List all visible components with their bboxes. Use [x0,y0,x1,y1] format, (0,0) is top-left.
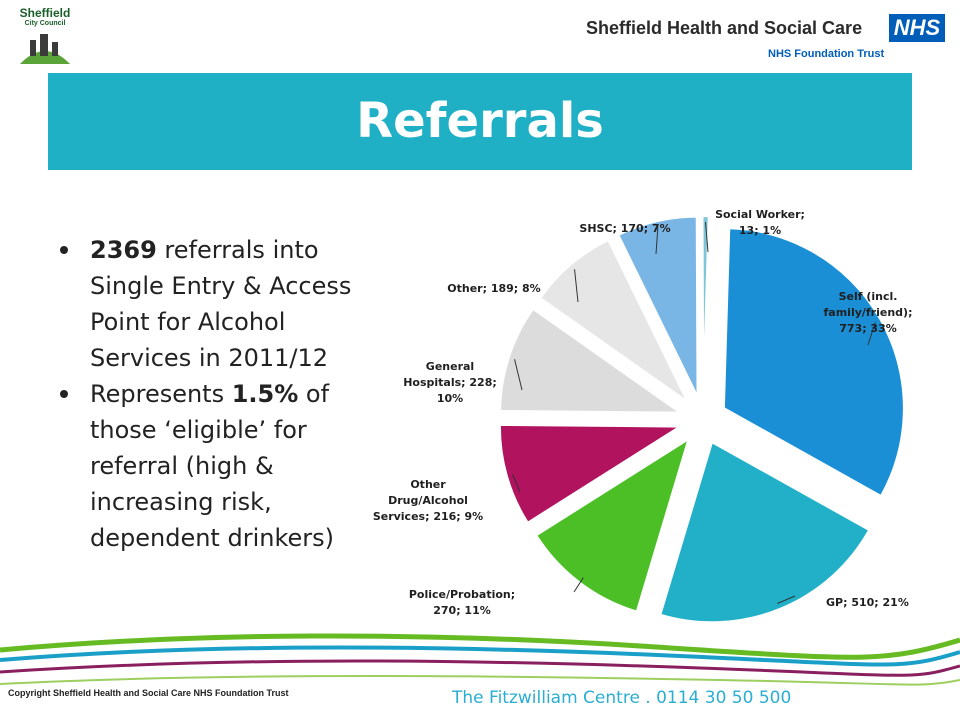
copyright-text: Copyright Sheffield Health and Social Ca… [8,688,289,698]
bullet-pre: Represents [90,380,232,408]
bullet-bold: 1.5% [231,380,299,408]
bullet-dot-icon [60,390,68,398]
bullet-list: 2369 referrals into Single Entry & Acces… [60,232,370,556]
pie-slice-shsc [617,215,699,398]
leader-line [574,269,579,303]
logo-left-sub: City Council [24,20,66,27]
sheffield-city-council-logo: Sheffield City Council [8,6,82,66]
leader-line [655,227,659,255]
data-label: Social Worker; 13; 1% [715,208,805,237]
data-label: Other; 189; 8% [447,282,540,295]
data-label: Self (incl. family/friend); 773; 33% [824,290,913,335]
data-label: Other Drug/Alcohol Services; 216; 9% [373,478,483,523]
title-banner: Referrals [48,73,912,170]
page-title: Referrals [356,93,604,149]
pie-slice-social-worker [701,215,710,397]
logo-left-name: Sheffield [19,6,71,20]
bullet-text: referrals into Single Entry & Access Poi… [90,236,352,372]
bullet-item-represents: Represents 1.5% of those ‘eligible’ for … [60,376,370,556]
bullet-item-referrals: 2369 referrals into Single Entry & Acces… [60,232,370,376]
pie-slice-other [538,238,689,403]
trust-name: NHS Foundation Trust [768,48,885,60]
nhs-logo: NHS [889,14,945,42]
pie-slice-gp [659,440,871,624]
org-name: Sheffield Health and Social Care [586,18,863,38]
bullet-text: of those ‘eligible’ for referral (high &… [90,380,334,552]
leader-line [777,595,796,604]
data-label: SHSC; 170; 7% [579,222,670,235]
pie-slice-other-drug-alcohol-services [498,423,684,525]
data-label: GP; 510; 21% [826,596,909,609]
city-skyline-icon [20,34,70,64]
leader-line [514,359,523,391]
leader-line [573,577,584,593]
data-label: General Hospitals; 228; 10% [403,360,497,405]
footer-contact: The Fitzwilliam Centre . 0114 30 50 500 [452,688,792,708]
leader-line [512,473,521,493]
pie-slice-self-incl-family-friend- [722,227,905,498]
data-label: Police/Probation; 270; 11% [409,588,515,617]
bullet-bold: 2369 [90,236,157,264]
leader-line [705,221,709,253]
leader-line [867,322,876,346]
pie-slice-general-hospitals [499,307,684,414]
bullet-dot-icon [60,246,68,254]
